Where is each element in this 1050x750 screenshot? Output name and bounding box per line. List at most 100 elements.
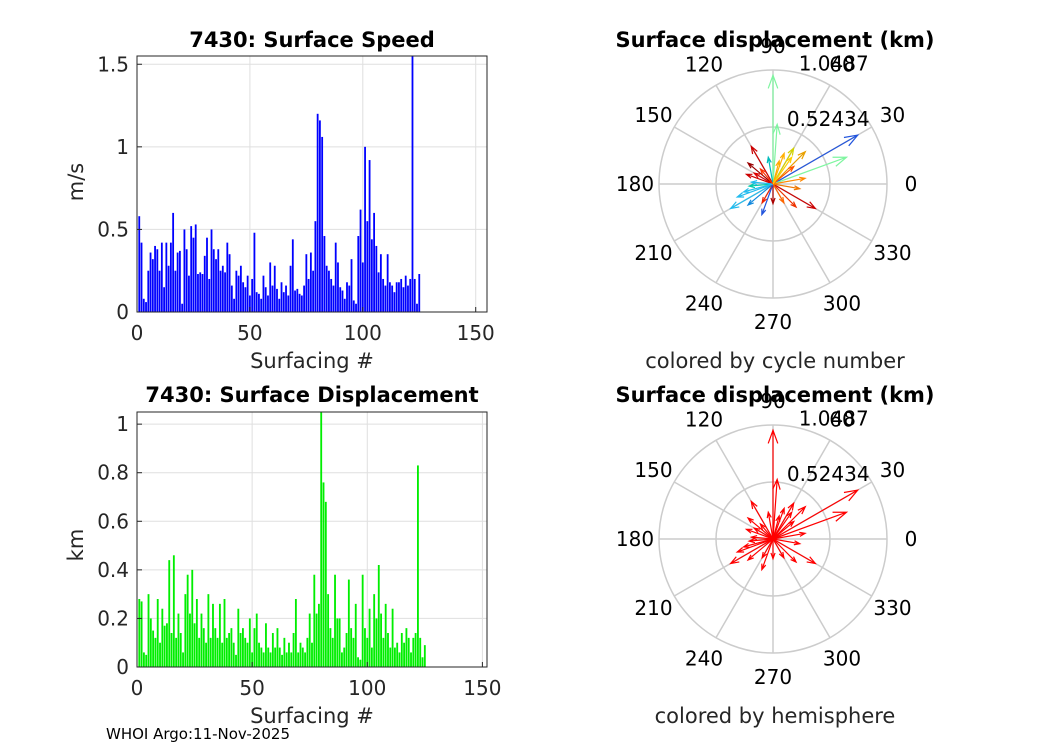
speed-bar bbox=[203, 255, 206, 312]
displacement-bar bbox=[232, 642, 235, 667]
speed-ytick-label: 0.5 bbox=[97, 217, 129, 241]
polar-cycle-arrow bbox=[772, 156, 849, 185]
polar-hemisphere-arrow bbox=[761, 538, 774, 560]
speed-bar bbox=[217, 249, 220, 312]
polar-hemisphere-arrow bbox=[729, 538, 774, 565]
speed-bar bbox=[323, 236, 326, 312]
displacement-bar bbox=[177, 613, 180, 667]
displacement-bar bbox=[341, 652, 343, 667]
speed-bar bbox=[156, 249, 159, 312]
polar-hemisphere-angle-label: 270 bbox=[754, 665, 792, 689]
polar-cycle-arrow bbox=[766, 155, 774, 185]
displacement-bar bbox=[205, 642, 207, 667]
displacement-bar bbox=[260, 647, 263, 667]
displacement-bar bbox=[200, 613, 203, 667]
polar-cycle-arrow bbox=[772, 155, 793, 185]
polar-hemisphere-arrow bbox=[759, 522, 774, 540]
speed-bar bbox=[169, 242, 172, 312]
footer-credit: WHOI Argo:11-Nov-2025 bbox=[106, 725, 290, 743]
displacement-bar bbox=[278, 647, 281, 667]
speed-bar bbox=[312, 270, 315, 312]
speed-bar bbox=[389, 282, 391, 312]
speed-plot-area bbox=[137, 56, 487, 312]
polar-cycle-angle-label: 0 bbox=[905, 172, 918, 196]
speed-bar bbox=[208, 278, 211, 312]
speed-bar bbox=[373, 212, 375, 312]
displacement-bar bbox=[163, 625, 166, 667]
speed-bar bbox=[357, 236, 360, 312]
displacement-ytick-label: 0.2 bbox=[97, 606, 129, 630]
speed-bar bbox=[309, 252, 312, 312]
displacement-bar bbox=[191, 569, 194, 667]
polar-cycle-arrow bbox=[741, 183, 774, 194]
polar-hemisphere-arrow bbox=[772, 514, 781, 540]
displacement-chart-title: 7430: Surface Displacement bbox=[145, 383, 478, 407]
displacement-bar bbox=[419, 637, 422, 667]
polar-hemisphere-angle-label: 240 bbox=[685, 647, 723, 671]
displacement-bar bbox=[343, 647, 346, 667]
displacement-bar bbox=[228, 633, 231, 667]
speed-bar bbox=[262, 275, 265, 312]
displacement-bar bbox=[285, 652, 288, 667]
polar-cycle-arrow bbox=[772, 165, 796, 185]
polar-hemisphere-angle-label: 210 bbox=[634, 596, 672, 620]
speed-bar bbox=[352, 300, 355, 312]
speed-bar bbox=[160, 242, 163, 312]
displacement-bar bbox=[248, 618, 251, 667]
displacement-bar bbox=[336, 618, 339, 667]
polar-displacement-by-hemisphere: Surface displacement (km) colored by hem… bbox=[615, 383, 934, 728]
displacement-bar bbox=[405, 628, 408, 667]
speed-bar bbox=[228, 254, 231, 312]
polar-hemisphere-arrow bbox=[772, 538, 817, 565]
displacement-bar bbox=[152, 630, 155, 667]
polar-cycle-angle-label: 180 bbox=[616, 172, 654, 196]
speed-bar bbox=[174, 270, 177, 312]
displacement-bar bbox=[212, 603, 214, 667]
displacement-bar bbox=[357, 657, 359, 667]
displacement-bar bbox=[391, 608, 394, 667]
speed-bar bbox=[337, 262, 339, 312]
speed-bar bbox=[361, 262, 364, 312]
polar-hemisphere-arrow bbox=[741, 538, 774, 549]
displacement-bar bbox=[387, 633, 389, 667]
displacement-bar bbox=[276, 628, 279, 667]
polar-hemisphere-arrow bbox=[766, 510, 774, 540]
displacement-bar bbox=[361, 574, 364, 667]
speed-bar bbox=[379, 254, 382, 312]
displacement-bar bbox=[255, 613, 258, 667]
displacement-ytick-label: 1 bbox=[116, 412, 129, 436]
displacement-bar bbox=[281, 654, 283, 667]
displacement-bar-chart: 7430: Surface Displacement Surfacing # k… bbox=[64, 383, 501, 728]
speed-bar bbox=[289, 265, 292, 312]
displacement-bar bbox=[202, 628, 205, 667]
polar-cycle-arrow bbox=[772, 159, 781, 185]
speed-bar bbox=[242, 282, 245, 312]
speed-bar bbox=[246, 275, 249, 312]
polar-hemisphere-arrow bbox=[761, 538, 774, 572]
speed-xtick-label: 0 bbox=[131, 321, 144, 345]
polar-cycle-arrow bbox=[761, 183, 774, 205]
displacement-bar bbox=[145, 654, 148, 667]
polar-cycle-ring-label: 1.0487 bbox=[799, 51, 869, 75]
speed-bar bbox=[145, 302, 147, 312]
polar-hemisphere-angle-label: 30 bbox=[880, 458, 905, 482]
displacement-bar bbox=[412, 637, 415, 667]
speed-bar bbox=[224, 272, 226, 312]
displacement-bar bbox=[172, 555, 175, 667]
displacement-bar bbox=[350, 628, 353, 667]
displacement-bar bbox=[345, 633, 348, 667]
speed-bar bbox=[296, 288, 299, 312]
polar-cycle-angle-label: 30 bbox=[880, 103, 905, 127]
speed-bar bbox=[280, 282, 283, 312]
displacement-bar bbox=[288, 642, 290, 667]
speed-bar bbox=[291, 239, 294, 312]
displacement-bar bbox=[311, 642, 313, 667]
speed-bar bbox=[183, 229, 186, 312]
speed-bar bbox=[294, 290, 296, 312]
polar-cycle-arrow bbox=[772, 146, 795, 185]
speed-bar bbox=[287, 295, 290, 312]
speed-axes-box bbox=[136, 55, 488, 313]
polar-hemisphere-arrow bbox=[772, 501, 795, 540]
speed-bar bbox=[165, 242, 168, 312]
polar-hemisphere-arrow bbox=[772, 531, 807, 540]
